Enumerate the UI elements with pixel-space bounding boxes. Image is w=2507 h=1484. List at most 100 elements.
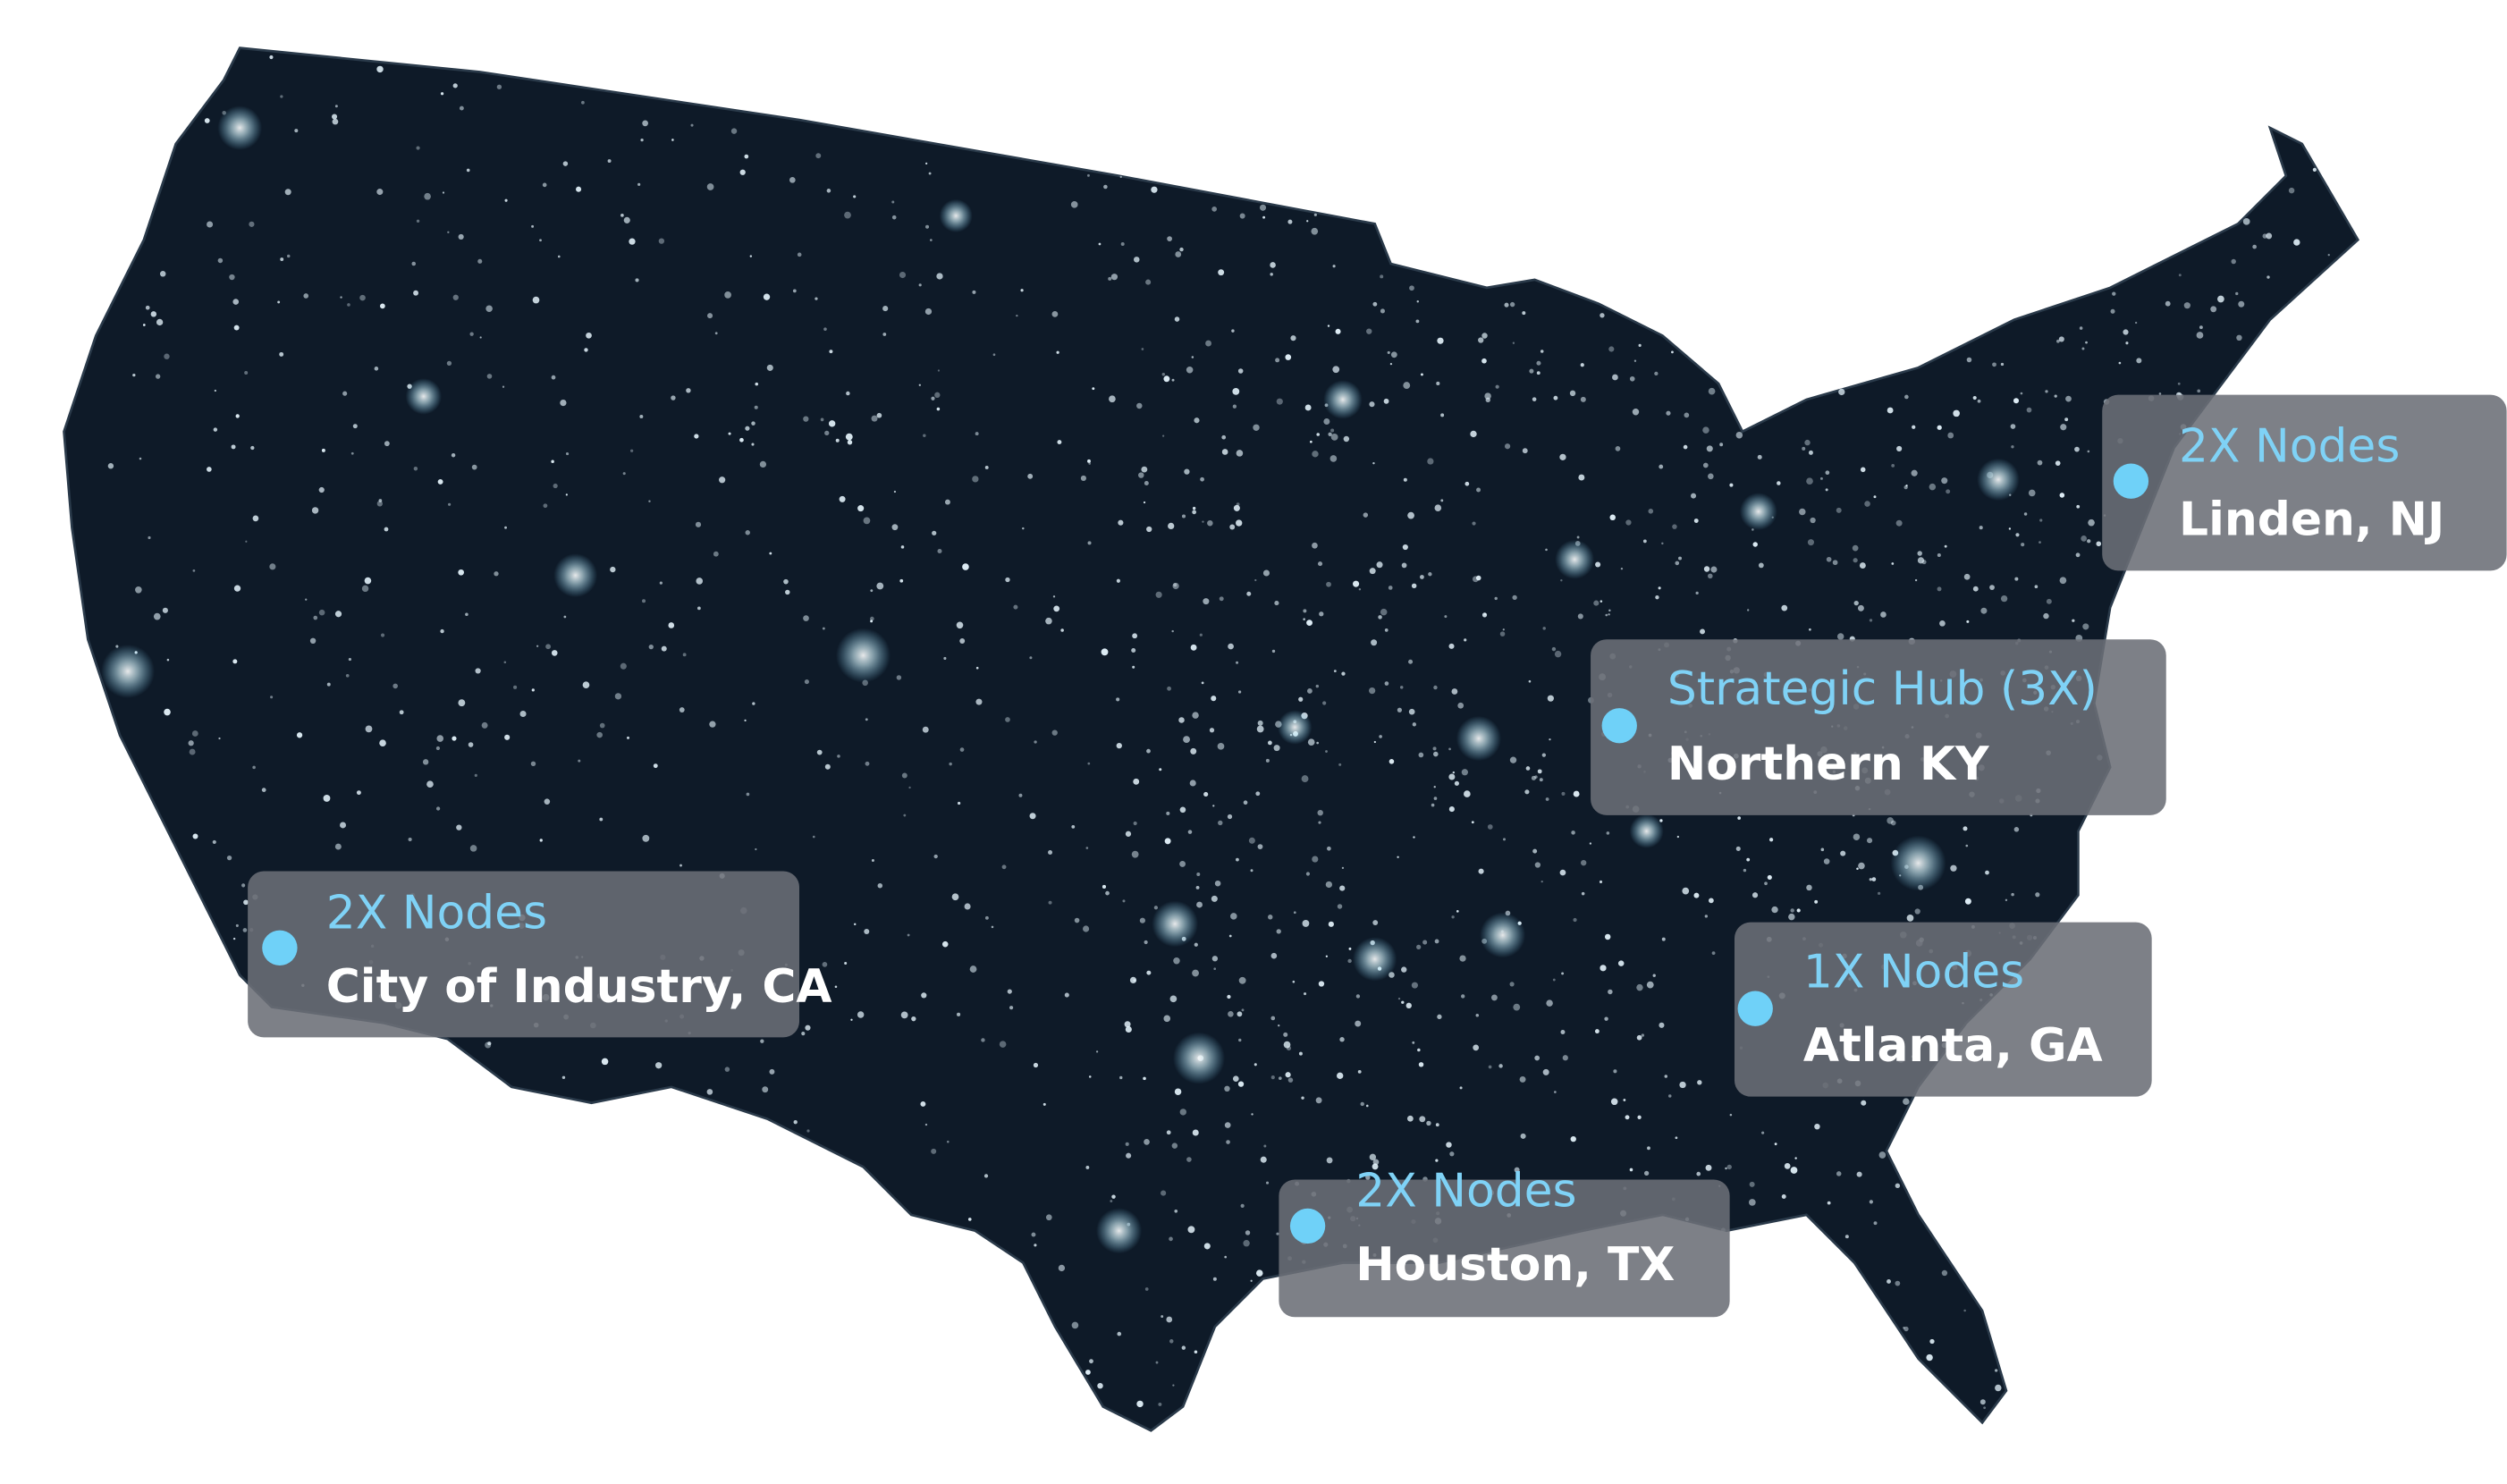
city-light — [1983, 1406, 1986, 1410]
city-light — [1070, 201, 1078, 208]
city-light — [2058, 336, 2064, 342]
city-light — [207, 221, 214, 228]
city-light — [1494, 596, 1498, 601]
city-light — [1001, 864, 1007, 870]
city-light — [1484, 392, 1491, 400]
city-light — [1679, 1081, 1686, 1089]
city-light — [1413, 836, 1415, 839]
city-light — [1087, 541, 1092, 545]
city-light — [469, 845, 477, 852]
city-light — [839, 495, 846, 502]
city-light — [539, 839, 543, 842]
marker-count: 2X Nodes — [1355, 1165, 1576, 1218]
city-light — [242, 928, 248, 932]
city-light — [1887, 1278, 1891, 1284]
city-light — [331, 114, 338, 120]
city-light — [1133, 821, 1137, 826]
city-light — [1229, 524, 1236, 530]
city-light — [1608, 346, 1615, 352]
city-light — [232, 659, 238, 664]
city-light — [1532, 397, 1537, 401]
city-light — [2266, 275, 2270, 279]
city-light — [2136, 358, 2142, 364]
city-light — [1372, 1163, 1379, 1170]
city-light — [1856, 867, 1859, 871]
city-light — [713, 551, 719, 557]
city-light — [1332, 265, 1336, 268]
city-light — [277, 300, 281, 304]
city-light — [1190, 644, 1197, 651]
city-light — [658, 238, 665, 244]
city-light — [1005, 577, 1010, 583]
city-light — [719, 476, 726, 484]
city-light — [1343, 435, 1350, 443]
city-light — [1629, 375, 1635, 382]
city-light — [1236, 519, 1243, 527]
city-glow — [1172, 1032, 1226, 1084]
city-light — [1422, 940, 1428, 945]
city-light — [1088, 462, 1092, 465]
city-light — [1914, 578, 1918, 582]
city-light — [1369, 1153, 1377, 1161]
city-light — [1236, 661, 1239, 664]
city-light — [1116, 742, 1122, 749]
city-light — [1279, 1076, 1282, 1081]
city-light — [937, 369, 941, 372]
marker-count: 2X Nodes — [2179, 419, 2400, 473]
city-light — [1695, 591, 1699, 594]
city-light — [2197, 389, 2201, 393]
city-light — [1444, 615, 1448, 619]
city-light — [1547, 695, 1554, 702]
city-light — [1446, 1142, 1452, 1148]
city-light — [1464, 790, 1471, 797]
city-light — [762, 1086, 769, 1093]
city-light — [1749, 1181, 1755, 1187]
city-light — [1243, 800, 1248, 805]
city-light — [1708, 898, 1714, 904]
city-light — [844, 211, 851, 219]
city-light — [376, 189, 384, 196]
city-light — [576, 186, 582, 192]
city-light — [828, 420, 836, 427]
city-light — [411, 261, 417, 266]
city-light — [1903, 485, 1908, 490]
city-light — [1087, 173, 1090, 177]
city-light — [1312, 856, 1319, 863]
city-light — [563, 615, 567, 619]
city-light — [233, 325, 240, 331]
city-light — [1098, 242, 1102, 246]
city-light — [1092, 387, 1095, 391]
city-light — [1203, 1243, 1211, 1250]
city-light — [1448, 806, 1455, 813]
marker-pin — [262, 930, 298, 965]
city-light — [1878, 1151, 1887, 1159]
city-light — [1016, 314, 1018, 317]
city-light — [347, 303, 350, 307]
city-light — [1917, 557, 1925, 564]
city-light — [1286, 1046, 1292, 1051]
city-light — [207, 467, 212, 472]
city-light — [1764, 881, 1768, 886]
city-light — [962, 563, 969, 570]
city-light — [1950, 864, 1957, 872]
city-light — [599, 817, 604, 822]
city-light — [1162, 434, 1165, 437]
city-light — [1691, 493, 1697, 499]
city-light — [1125, 1025, 1132, 1033]
city-light — [1060, 628, 1064, 632]
city-light — [1304, 404, 1312, 411]
city-light — [871, 415, 878, 422]
city-light — [1534, 862, 1541, 868]
city-light — [806, 1129, 810, 1133]
city-light — [1878, 891, 1881, 895]
city-light — [896, 675, 902, 680]
city-light — [1857, 604, 1864, 611]
city-light — [1387, 350, 1390, 355]
city-light — [1238, 976, 1246, 984]
city-light — [1181, 514, 1186, 519]
city-light — [922, 726, 929, 733]
city-light — [1454, 780, 1459, 786]
city-light — [1263, 1144, 1267, 1148]
city-light — [1357, 1069, 1362, 1074]
city-light — [1725, 1167, 1727, 1170]
